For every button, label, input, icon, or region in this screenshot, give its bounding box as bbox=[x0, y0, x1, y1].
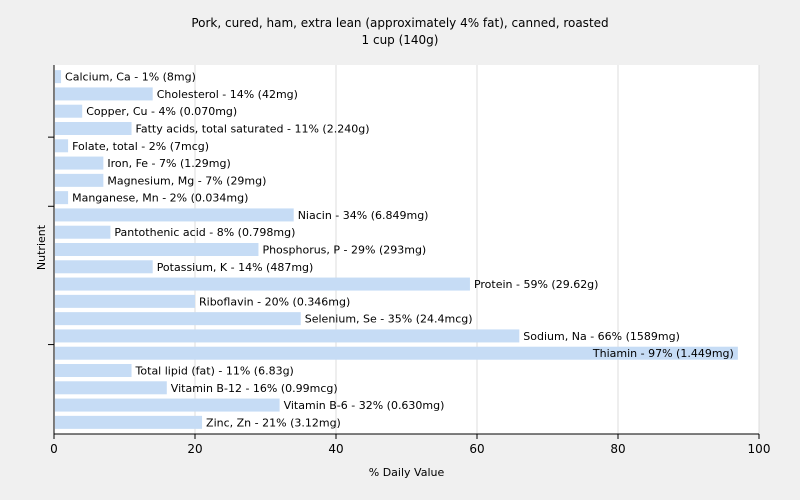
bar bbox=[55, 139, 69, 153]
bar-label: Total lipid (fat) - 11% (6.83g) bbox=[135, 365, 294, 378]
x-tick-label: 60 bbox=[469, 442, 484, 456]
bar-label: Vitamin B-12 - 16% (0.99mcg) bbox=[171, 382, 338, 395]
x-tick-label: 80 bbox=[610, 442, 625, 456]
bar-label: Niacin - 34% (6.849mg) bbox=[298, 209, 429, 222]
x-tick-label: 100 bbox=[748, 442, 771, 456]
bar-label: Phosphorus, P - 29% (293mg) bbox=[262, 244, 426, 257]
bar bbox=[55, 277, 470, 291]
bar-label: Iron, Fe - 7% (1.29mg) bbox=[107, 157, 230, 170]
bar bbox=[55, 364, 132, 377]
chart-subtitle: 1 cup (140g) bbox=[361, 33, 439, 47]
bar-label: Pantothenic acid - 8% (0.798mg) bbox=[114, 226, 295, 239]
bar-label: Protein - 59% (29.62g) bbox=[474, 278, 599, 291]
bar-label: Cholesterol - 14% (42mg) bbox=[157, 88, 298, 101]
bar bbox=[55, 208, 294, 222]
bar bbox=[55, 122, 132, 135]
bar bbox=[55, 329, 520, 343]
bar bbox=[55, 312, 301, 326]
bar bbox=[55, 346, 738, 360]
chart-title: Pork, cured, ham, extra lean (approximat… bbox=[191, 16, 609, 30]
x-tick-label: 40 bbox=[328, 442, 343, 456]
bar bbox=[55, 294, 195, 308]
bar-label: Riboflavin - 20% (0.346mg) bbox=[199, 295, 350, 308]
bar-label: Sodium, Na - 66% (1589mg) bbox=[523, 330, 680, 343]
y-axis-title: Nutrient bbox=[35, 224, 48, 270]
x-axis-title: % Daily Value bbox=[369, 466, 445, 479]
bar bbox=[55, 87, 153, 101]
bar bbox=[55, 260, 153, 274]
bar bbox=[55, 191, 69, 205]
bar bbox=[55, 156, 104, 170]
bar bbox=[55, 398, 280, 412]
bar-label: Vitamin B-6 - 32% (0.630mg) bbox=[284, 399, 445, 412]
bar-label: Calcium, Ca - 1% (8mg) bbox=[65, 71, 196, 84]
bar bbox=[55, 104, 83, 118]
bar bbox=[55, 70, 62, 84]
bar bbox=[55, 225, 111, 239]
x-tick-label: 20 bbox=[187, 442, 202, 456]
bar-label: Copper, Cu - 4% (0.070mg) bbox=[86, 105, 237, 118]
bar bbox=[55, 415, 203, 429]
bar-label: Manganese, Mn - 2% (0.034mg) bbox=[72, 192, 248, 205]
bar-label: Folate, total - 2% (7mcg) bbox=[72, 140, 209, 153]
bar bbox=[55, 243, 259, 256]
bar-label: Potassium, K - 14% (487mg) bbox=[157, 261, 314, 274]
bar bbox=[55, 381, 167, 395]
bar-label: Thiamin - 97% (1.449mg) bbox=[592, 347, 734, 360]
bar-label: Fatty acids, total saturated - 11% (2.24… bbox=[136, 123, 370, 136]
bar-label: Magnesium, Mg - 7% (29mg) bbox=[107, 174, 266, 187]
bar bbox=[55, 173, 104, 187]
bar-label: Zinc, Zn - 21% (3.12mg) bbox=[206, 416, 341, 429]
bar-label: Selenium, Se - 35% (24.4mcg) bbox=[305, 313, 473, 326]
x-tick-label: 0 bbox=[50, 442, 58, 456]
